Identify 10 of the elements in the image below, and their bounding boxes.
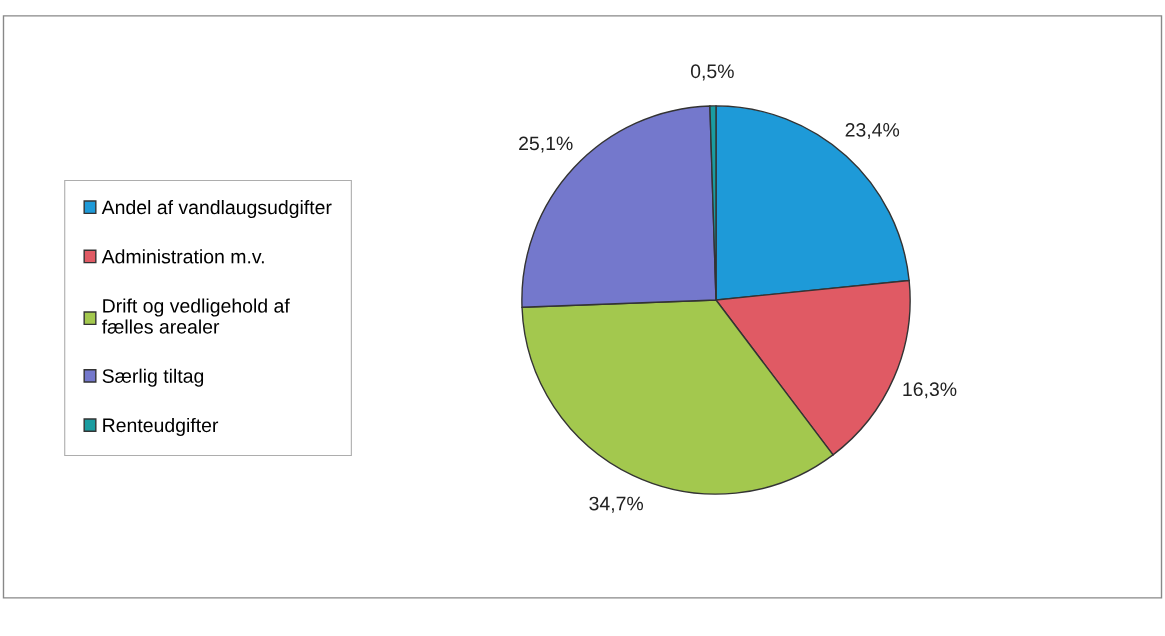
data-label: 23,4% [845, 122, 900, 140]
legend-label: Særlig tiltag [102, 368, 204, 387]
legend-label: Administration m.v. [101, 249, 264, 264]
data-label: 0,5% [690, 64, 734, 81]
data-label: 16,3% [903, 382, 957, 399]
data-label: 34,7% [589, 496, 644, 513]
data-label: 25,1% [519, 136, 573, 153]
legend-label: Andel af vandlaugsudgifter [101, 199, 332, 219]
legend-label: Renteudgifter [103, 417, 219, 437]
legend-label: Drift og vedligehold af fælles arealer [101, 298, 290, 334]
